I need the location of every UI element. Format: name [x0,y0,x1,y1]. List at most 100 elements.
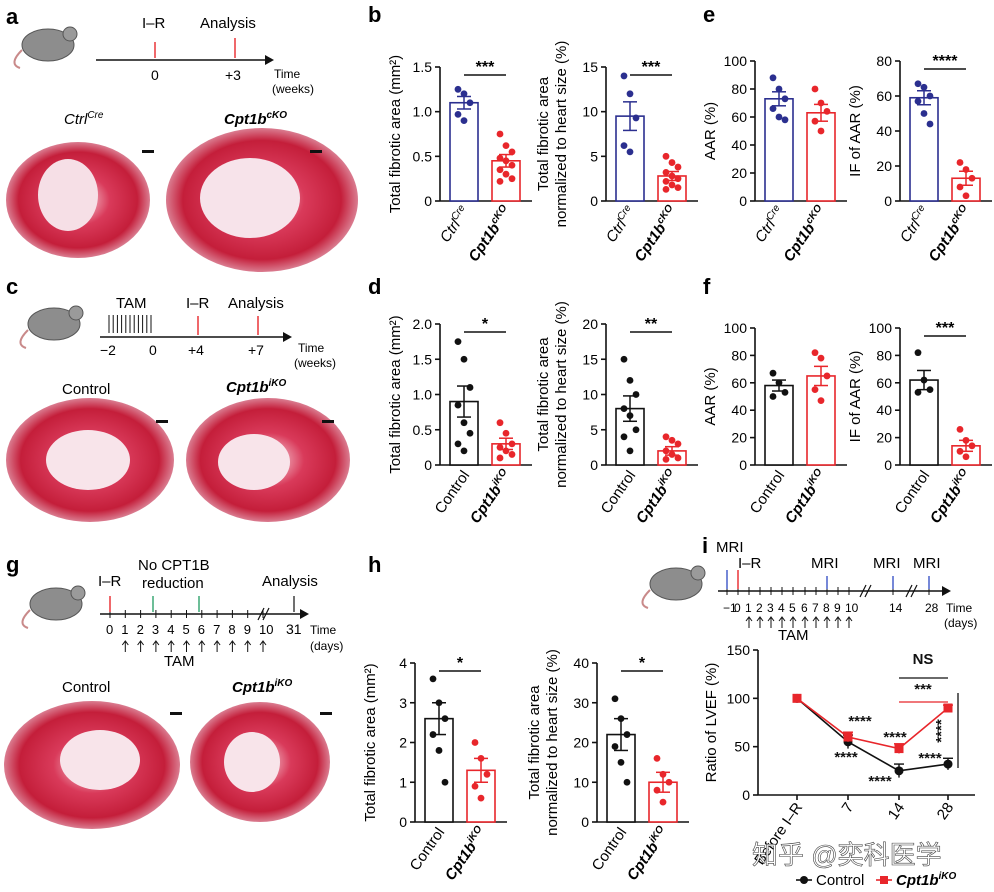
day-label: 2 [137,622,144,637]
y-tick-label: 10 [582,387,598,403]
tam-arrow [167,640,175,652]
category-label: Cpt1biKO [781,467,830,527]
y-tick-label: 80 [876,347,892,363]
y-axis-label: AAR (%) [702,367,719,425]
analysis-label-c: Analysis [228,295,284,312]
legend-label-control: Control [816,872,864,889]
y-tick-label: 100 [869,320,893,336]
heart-section-ctrl-a [6,142,150,258]
y-tick-label: 150 [727,642,751,658]
tam-arrow [745,616,753,628]
data-point [817,354,825,362]
category-label: CtrlCre [436,203,474,246]
no-cpt1b-label-g: No CPT1B [138,557,210,574]
data-point [632,391,640,398]
data-point [811,117,819,125]
ir-label-g: I–R [98,573,122,590]
panel-letter-a: a [6,4,19,29]
data-point [454,440,462,448]
category-superscript: iKO [656,467,675,488]
bar [909,379,939,466]
category-label: Control [407,825,449,874]
legend-text: Cpt1b [896,872,939,889]
data-point [496,177,504,185]
data-point [662,169,670,176]
data-point [962,192,970,200]
day-label: 10 [845,601,859,615]
data-point [823,108,831,115]
data-point [662,447,670,455]
category-label: Control [892,468,934,517]
y-tick-label: 1.0 [413,104,433,120]
data-point [674,440,682,448]
y-axis-label: IF of AAR (%) [847,85,864,177]
data-point [968,442,976,450]
y-tick-label: 40 [876,123,892,139]
mouse-icon-g [21,585,86,629]
axis-break [257,607,270,621]
y-axis-label: normalized to heart size (%) [553,41,570,228]
tam-label-c: TAM [116,295,147,312]
ir-label-a: I–R [142,15,166,32]
y-tick-label: 0 [424,193,432,209]
group-control-c: Control [62,381,110,398]
data-point [920,376,928,384]
category-label: Cpt1biKO [466,467,515,527]
data-point [914,80,922,88]
y-axis-label: normalized to heart size (%) [544,649,561,836]
tam-arrow [801,616,809,628]
tam-arrow [756,616,764,628]
time-label-c: Time [298,341,325,355]
watermark-text: 知乎 @奕科医学 [752,840,942,870]
group-iko-g: Cpt1biKO [232,678,293,696]
data-point [659,798,667,806]
chart-h2: 0 10 20 30 40 Total fibrotic area normalized t… [526,649,689,884]
category-label: Cpt1biKO [623,824,672,884]
data-point [962,166,970,173]
series-point [943,759,953,769]
tam-arrow [812,616,820,628]
y-axis-label: IF of AAR (%) [847,351,864,443]
data-point [674,163,682,171]
scale-bar-a1 [142,150,154,153]
day-label: 8 [228,622,235,637]
tick-31-g: 31 [286,621,302,637]
data-point [502,142,510,150]
y-axis-label: Total fibrotic area [526,685,543,800]
category-superscript: cKO [949,203,970,226]
x-tick-label: 28 [934,800,957,823]
tam-arrow [834,616,842,628]
chart-f2: 0 20 40 60 80 100 IF of AAR (%) ControlCpt1biKO… [847,320,992,527]
y-tick-label: 60 [876,375,892,391]
data-point [508,161,516,169]
panel-letter-i: i [702,533,708,558]
tick-4-c: +4 [188,342,204,358]
significance-stars: **** [918,750,942,767]
heart-section-iko-g [190,702,330,822]
data-point [817,397,825,405]
y-tick-label: 15 [582,351,598,367]
category-label: Cpt1biKO [926,467,975,527]
data-point [502,447,510,455]
significance-stars: ** [645,316,658,333]
data-point [435,747,443,754]
data-point [620,142,628,150]
reduction-label-g: reduction [142,575,204,592]
panel-letter-b: b [368,2,381,27]
data-point [662,433,670,441]
y-axis-label: Total fibrotic area [535,337,552,452]
category-text: Control [589,825,631,874]
scale-bar-g2 [320,712,332,715]
y-tick-label: 10 [573,774,589,790]
y-tick-label: 5 [590,148,598,164]
time-label-i: Time [946,601,973,615]
series-point [792,693,802,703]
data-point [502,170,510,178]
y-tick-label: 0 [884,457,892,473]
data-point [668,181,676,189]
category-superscript: iKO [950,467,969,488]
category-superscript: cKO [489,203,510,226]
category-text: Cpt1b [465,220,503,265]
y-axis-label: Ratio of LVEF (%) [703,663,720,783]
